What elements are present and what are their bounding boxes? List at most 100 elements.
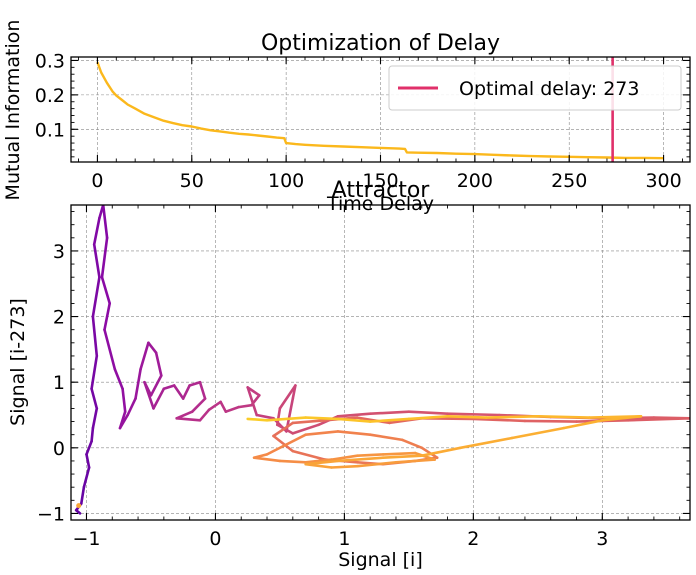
trajectory-segment: [224, 405, 240, 414]
trajectory-segment: [121, 387, 127, 414]
trajectory-segment: [420, 446, 462, 458]
top-xtick-label: 300: [645, 170, 681, 192]
mutual-information-plot: 0 50 100 150 200 250 300 0.1 0.2 0.3 Optimization…: [2, 20, 691, 215]
trajectory-segment: [92, 243, 101, 279]
trajectory-segment: [459, 436, 514, 450]
trajectory-segment: [175, 416, 202, 422]
bottom-plot-x-axis-label: Signal [i]: [338, 549, 423, 571]
trajectory-segment: [237, 403, 253, 409]
trajectory-segment: [172, 384, 185, 400]
bottom-plot-grid: [71, 205, 690, 520]
trajectory-segment: [252, 456, 282, 463]
trajectory-segment: [407, 414, 449, 421]
trajectory-segment: [90, 426, 95, 443]
trajectory-segment: [355, 453, 385, 458]
trajectory-segment: [368, 417, 411, 423]
trajectory-segment: [291, 449, 327, 461]
bottom-ytick-label: 0: [53, 438, 65, 460]
top-plot-y-axis-label: Mutual Information: [2, 20, 24, 201]
bottom-ytick-label: 1: [53, 372, 65, 394]
trajectory-segment: [336, 430, 372, 437]
bottom-xtick-label: 1: [338, 528, 350, 550]
trajectory-segment: [278, 459, 308, 464]
legend-label-optimal-delay: Optimal delay: 273: [459, 78, 639, 100]
trajectory-segment: [510, 426, 565, 440]
trajectory-segment: [265, 416, 308, 422]
bottom-xtick-label: 0: [209, 528, 221, 550]
trajectory-segment: [91, 315, 99, 358]
trajectory-segment: [246, 386, 261, 397]
trajectory-segment: [188, 380, 202, 387]
top-ytick-label: 0.2: [35, 85, 65, 107]
trajectory-segment: [336, 456, 385, 463]
trajectory-segment: [265, 443, 288, 456]
trajectory-segment: [149, 374, 163, 397]
top-xtick-label: 250: [551, 170, 587, 192]
trajectory-segment: [278, 384, 297, 410]
top-plot-ticks: 0 50 100 150 200 250 300 0.1 0.2 0.3: [35, 50, 690, 192]
bottom-ytick-label: −1: [37, 503, 65, 525]
trajectory-segment: [626, 416, 690, 422]
trajectory-segment: [134, 367, 142, 400]
trajectory-segment: [85, 453, 91, 469]
trajectory-segment: [255, 413, 275, 420]
bottom-xtick-label: 2: [467, 528, 479, 550]
attractor-trajectory: [74, 205, 690, 515]
trajectory-segment: [330, 464, 359, 469]
legend-box: [388, 65, 682, 111]
bottom-plot-ticks: −1 0 1 2 3 −1 0 1 2 3: [37, 205, 690, 550]
bottom-plot-frame: [70, 204, 691, 521]
trajectory-segment: [92, 216, 101, 246]
trajectory-segment: [272, 421, 295, 438]
trajectory-segment: [484, 414, 540, 419]
trajectory-segment: [536, 414, 591, 419]
trajectory-segment: [90, 354, 99, 391]
trajectory-segment: [198, 408, 211, 422]
trajectory-segment: [304, 416, 340, 421]
trajectory-segment: [272, 434, 295, 453]
trajectory-segment: [394, 458, 437, 464]
trajectory-segment: [304, 430, 340, 437]
trajectory-segment: [103, 328, 117, 371]
trajectory-segment: [147, 341, 158, 355]
trajectory-segment: [381, 454, 424, 460]
trajectory-segment: [126, 397, 137, 417]
trajectory-segment: [275, 407, 282, 427]
trajectory-segment: [368, 410, 411, 416]
trajectory-segment: [154, 351, 163, 377]
trajectory-segment: [285, 433, 308, 446]
trajectory-segment: [100, 236, 109, 279]
trajectory-segment: [246, 386, 259, 417]
top-xtick-label: 150: [362, 170, 398, 192]
trajectory-segment: [113, 367, 124, 391]
trajectory-segment: [198, 380, 207, 400]
trajectory-segment: [100, 275, 111, 305]
trajectory-segment: [91, 407, 99, 430]
top-xtick-label: 50: [180, 170, 204, 192]
trajectory-segment: [246, 417, 269, 422]
trajectory-segment: [175, 410, 194, 420]
trajectory-segment: [355, 460, 398, 468]
trajectory-segment: [336, 412, 372, 418]
trajectory-segment: [80, 485, 86, 505]
top-xtick-label: 200: [457, 170, 493, 192]
trajectory-segment: [90, 387, 99, 410]
trajectory-segment: [446, 414, 488, 419]
trajectory-segment: [139, 341, 150, 371]
top-plot-title: Optimization of Delay: [261, 31, 500, 56]
bottom-xtick-label: 3: [596, 528, 608, 550]
trajectory-segment: [152, 387, 166, 410]
trajectory-segment: [291, 423, 320, 435]
trajectory-segment: [219, 400, 228, 414]
trajectory-segment: [82, 466, 91, 489]
attractor-plot: −1 0 1 2 3 −1 0 1 2 3 Attractor Signal [i] Signal…: [7, 178, 691, 571]
trajectory-segment: [190, 397, 207, 414]
top-plot-legend: Optimal delay: 273: [388, 65, 682, 111]
trajectory-segment: [401, 438, 424, 450]
trajectory-segment: [446, 412, 501, 417]
trajectory-segment: [330, 454, 359, 461]
trajectory-segment: [162, 384, 176, 391]
trajectory-segment: [118, 413, 129, 430]
top-xtick-label: 100: [268, 170, 304, 192]
